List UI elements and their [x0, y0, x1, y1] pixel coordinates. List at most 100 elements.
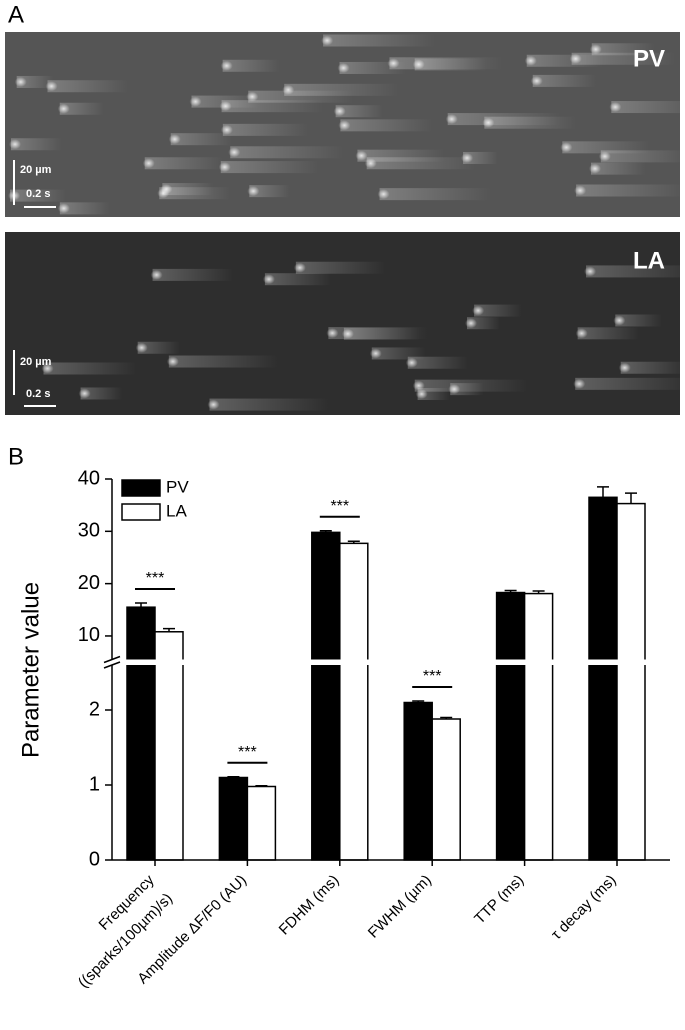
spark — [168, 134, 181, 145]
spark — [57, 103, 70, 114]
significance-label: *** — [423, 668, 442, 685]
spark — [166, 356, 179, 367]
linescan-pv: PV 20 µm 0.2 s — [5, 32, 685, 217]
y-tick-label: 2 — [89, 698, 100, 720]
spark-streak — [571, 52, 676, 65]
spark-streak — [575, 377, 685, 390]
spark — [262, 274, 275, 285]
bar — [126, 606, 156, 861]
x-tick-label: FWHM (µm) — [365, 872, 435, 942]
spark-streak — [209, 398, 329, 411]
spark-streak — [323, 34, 436, 47]
spark-streak — [615, 314, 663, 327]
spark-streak — [170, 133, 233, 146]
y-tick-label: 10 — [78, 624, 100, 646]
spark-streak — [168, 355, 279, 368]
scale-label: 20 µm — [20, 164, 52, 176]
spark-streak — [343, 327, 420, 340]
spark — [341, 328, 354, 339]
spark — [247, 186, 260, 197]
bar — [431, 718, 461, 861]
spark — [589, 44, 602, 55]
spark-streak — [590, 162, 646, 175]
error-bar — [227, 776, 240, 778]
spark-streak — [335, 105, 383, 118]
spark-streak — [222, 123, 309, 136]
error-bar — [163, 627, 175, 632]
spark — [613, 315, 626, 326]
spark — [364, 158, 377, 169]
spark — [584, 266, 597, 277]
spark — [207, 399, 220, 410]
spark-streak — [371, 347, 426, 360]
bar — [339, 542, 369, 861]
bar — [588, 496, 618, 861]
spark — [219, 101, 232, 112]
spark — [574, 185, 587, 196]
spark — [569, 53, 582, 64]
spark — [573, 378, 586, 389]
error-bar — [597, 486, 609, 498]
scale-label: 0.2 s — [26, 388, 50, 400]
spark — [78, 388, 91, 399]
spark — [57, 203, 70, 214]
y-tick-label: 1 — [89, 773, 100, 795]
spark-streak — [600, 150, 685, 163]
spark-streak — [620, 361, 685, 374]
spark — [524, 55, 537, 66]
spark — [220, 60, 233, 71]
spark-streak — [611, 101, 685, 114]
spark-streak — [340, 119, 433, 132]
y-tick-label: 30 — [78, 520, 100, 542]
spark-streak — [591, 43, 655, 56]
spark — [337, 62, 350, 73]
scale-label: 0.2 s — [26, 188, 50, 200]
error-bar — [255, 785, 268, 787]
spark — [326, 328, 339, 339]
bar — [154, 631, 184, 861]
spark-streak — [586, 265, 685, 278]
spark — [482, 117, 495, 128]
bar — [218, 776, 249, 861]
spark-streak — [47, 80, 128, 93]
significance-label: *** — [330, 498, 349, 515]
spark-streak — [59, 102, 104, 115]
spark — [472, 305, 485, 316]
bar — [311, 531, 341, 861]
spark — [609, 102, 622, 113]
spark-streak — [11, 138, 62, 151]
y-tick-label: 40 — [78, 467, 100, 489]
spark-streak — [407, 356, 468, 369]
bar — [246, 785, 277, 861]
spark-streak — [137, 341, 180, 354]
y-axis-label: Parameter value — [17, 582, 44, 758]
panel-label: B — [8, 443, 24, 470]
spark-streak — [576, 184, 685, 197]
spark — [530, 75, 543, 86]
image-label: PV — [633, 45, 665, 72]
spark — [588, 163, 601, 174]
spark-streak — [10, 189, 67, 202]
error-bar — [440, 716, 453, 719]
bar — [495, 591, 526, 861]
spark — [293, 262, 306, 273]
spark — [377, 189, 390, 200]
axis-break — [100, 659, 680, 665]
spark-streak — [379, 188, 492, 201]
error-bar — [504, 589, 517, 593]
spark — [160, 184, 173, 195]
spark — [189, 96, 202, 107]
spark-streak — [562, 141, 650, 154]
error-bar — [347, 540, 360, 544]
spark — [355, 150, 368, 161]
spark-streak — [162, 183, 214, 196]
spark-streak — [366, 157, 476, 170]
spark — [218, 162, 231, 173]
error-bar — [135, 602, 147, 608]
spark — [142, 158, 155, 169]
spark-streak — [484, 116, 577, 129]
spark-streak — [16, 75, 54, 88]
scale-label: 20 µm — [20, 356, 52, 368]
spark — [321, 35, 334, 46]
panel-label: A — [8, 1, 24, 28]
